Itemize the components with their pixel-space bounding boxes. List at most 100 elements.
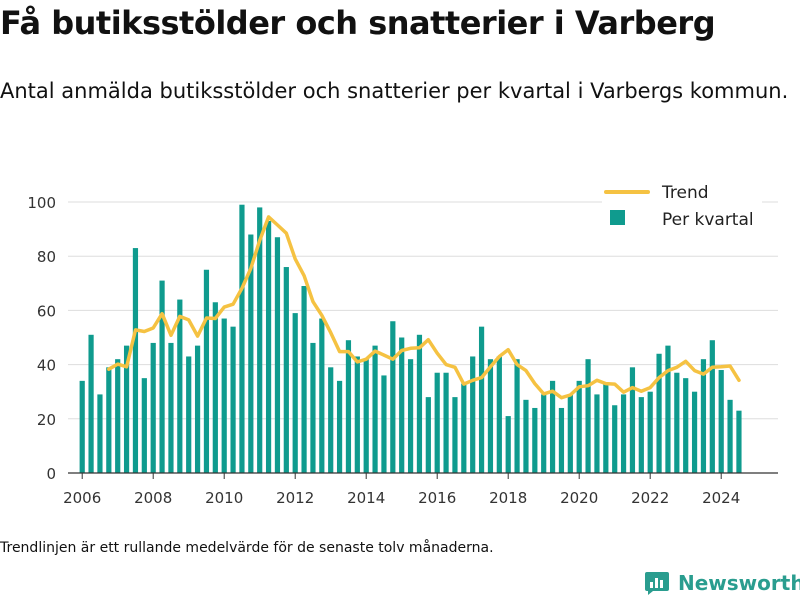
- bar: [532, 407, 538, 473]
- chart-title: Få butiksstölder och snatterier i Varber…: [0, 4, 716, 42]
- bar: [416, 334, 423, 473]
- x-tick-label: 2018: [489, 489, 527, 507]
- bar: [168, 342, 174, 473]
- bar: [461, 383, 467, 473]
- x-tick-label: 2010: [205, 489, 243, 507]
- bar: [638, 397, 644, 473]
- x-tick-label: 2016: [418, 489, 456, 507]
- bar: [97, 394, 103, 473]
- y-tick-label: 20: [37, 411, 56, 429]
- trend-series: [107, 215, 741, 400]
- bar: [496, 356, 502, 473]
- bar: [585, 359, 591, 473]
- trend-line: [107, 215, 741, 400]
- x-tick-label: 2008: [134, 489, 172, 507]
- bar: [709, 340, 715, 473]
- bar: [620, 394, 627, 473]
- bar: [177, 299, 183, 473]
- bar: [603, 383, 609, 473]
- x-axis-ticks: 2006 2008 2010 2012 2014 2016 2018 2020 2022 2024: [63, 473, 740, 507]
- brand-name: Newsworthy: [678, 571, 800, 595]
- footnote: Trendlinjen är ett rullande medelvärde f…: [0, 540, 494, 556]
- y-tick-label: 0: [46, 465, 56, 483]
- x-tick-label: 2012: [276, 489, 314, 507]
- bar: [203, 269, 210, 473]
- bar: [683, 378, 689, 473]
- bar: [736, 410, 742, 473]
- newsworthy-logo-icon: [645, 572, 669, 595]
- x-tick-label: 2022: [631, 489, 669, 507]
- legend-trend-label: Trend: [661, 183, 709, 203]
- chart-subtitle: Antal anmälda butiksstölder och snatteri…: [0, 79, 789, 103]
- bar: [283, 267, 289, 473]
- bar: [221, 318, 227, 473]
- legend[interactable]: Trend Per kvartal: [602, 182, 762, 238]
- bar: [239, 204, 245, 473]
- bar: [194, 345, 201, 473]
- y-tick-label: 100: [27, 194, 56, 212]
- bar: [691, 391, 698, 473]
- bar: [123, 345, 130, 473]
- y-axis-ticks: 0 20 40 60 80 100: [27, 194, 56, 483]
- bar: [257, 207, 263, 474]
- bar: [381, 375, 387, 473]
- legend-bar-label: Per kvartal: [662, 210, 754, 230]
- bar: [106, 367, 112, 473]
- bar: [248, 234, 254, 473]
- bar: [407, 359, 414, 473]
- x-tick-label: 2014: [347, 489, 385, 507]
- bar: [212, 302, 218, 473]
- y-tick-label: 80: [37, 248, 56, 266]
- bar: [372, 345, 378, 473]
- bar: [487, 359, 494, 473]
- bar: [265, 220, 272, 473]
- chart: 0 20 40 60 80 100 2006 2008 2010 2012 2014 2016 201…: [27, 182, 778, 507]
- y-tick-label: 60: [37, 302, 56, 320]
- bar: [115, 359, 121, 473]
- bar: [363, 359, 369, 473]
- bar: [674, 372, 680, 473]
- bar: [523, 399, 529, 473]
- bar: [336, 380, 343, 473]
- bar: [505, 416, 511, 473]
- y-tick-label: 40: [37, 357, 56, 375]
- bar: [514, 359, 520, 473]
- bar: [390, 321, 396, 473]
- bar: [478, 326, 485, 473]
- bar: [132, 248, 139, 473]
- bar: [656, 353, 662, 473]
- bar: [301, 286, 307, 473]
- bar: [141, 378, 147, 473]
- bar: [434, 372, 440, 473]
- bar: [727, 399, 733, 473]
- bar: [629, 367, 636, 473]
- x-tick-label: 2006: [63, 489, 101, 507]
- bar: [310, 342, 316, 473]
- bar: [470, 356, 476, 473]
- bar: [292, 313, 298, 473]
- bar: [159, 280, 165, 473]
- x-tick-label: 2020: [560, 489, 598, 507]
- bar: [399, 337, 405, 473]
- bar: [647, 391, 653, 473]
- bar-series: [79, 204, 742, 474]
- bar: [274, 237, 281, 473]
- x-tick-label: 2024: [702, 489, 740, 507]
- bar: [230, 326, 236, 473]
- bar: [319, 318, 325, 473]
- bar: [79, 380, 85, 473]
- bar: [150, 342, 156, 473]
- bar: [443, 372, 449, 473]
- bar: [541, 394, 547, 473]
- brand-logo[interactable]: Newsworthy: [644, 570, 800, 598]
- bar: [558, 407, 565, 473]
- bar: [425, 397, 431, 473]
- bar: [700, 359, 707, 473]
- bar: [612, 405, 618, 473]
- bar: [452, 397, 458, 473]
- bar: [328, 367, 334, 473]
- bar: [665, 345, 671, 473]
- bar: [718, 370, 724, 473]
- bar: [345, 340, 352, 473]
- legend-bar-swatch: [610, 210, 625, 225]
